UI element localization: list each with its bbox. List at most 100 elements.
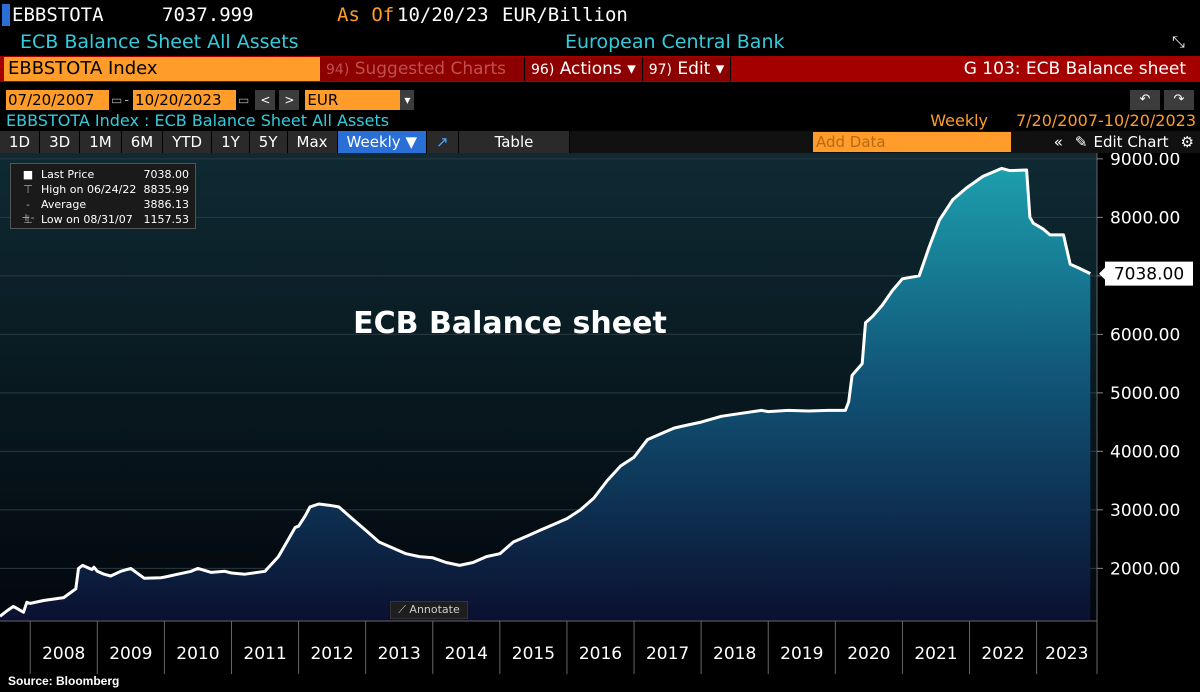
pencil-icon: ⟋ <box>398 603 406 616</box>
legend-row-average: -+- Average 3886.13 <box>21 198 190 224</box>
range-dash: - <box>124 92 130 108</box>
legend-row-low: ⊥ Low on 08/31/07 1157.53 <box>23 213 190 228</box>
edit-label: Edit ▾ <box>677 59 725 79</box>
gridlines <box>0 158 1097 569</box>
x-tick-label: 2020 <box>847 644 890 664</box>
line-chart-icon[interactable]: ↗ <box>426 131 459 153</box>
suggested-charts-menu[interactable]: 94) Suggested Charts <box>320 57 525 81</box>
undo-icon[interactable]: ↶ <box>1130 90 1160 110</box>
average-marker-icon: -+- <box>21 198 35 224</box>
series-header: EBBSTOTA Index : ECB Balance Sheet All A… <box>6 110 390 130</box>
y-tick-label: 6000.00 <box>1110 325 1180 345</box>
period-1m[interactable]: 1M <box>80 131 122 153</box>
legend-box[interactable]: ■ Last Price 7038.00 ⊤ High on 06/24/22 … <box>10 163 196 229</box>
frequency-label: Weekly <box>930 110 988 130</box>
x-tick-label: 2015 <box>512 644 555 664</box>
high-marker-icon: ⊤ <box>23 183 33 196</box>
graph-title: G 103: ECB Balance sheet <box>963 59 1186 79</box>
as-of-label: As Of <box>337 4 395 26</box>
frequency-select[interactable]: Weekly ▼ <box>337 131 427 153</box>
x-axis-ticks: 2008 2009 2010 2011 2012 2013 2014 2015 2016 2017… <box>29 621 1088 674</box>
period-toolbar: 1D 3D 1M 6M YTD 1Y 5Y Max Weekly ▼ ↗ Tab… <box>0 131 1200 153</box>
low-marker-icon: ⊥ <box>23 213 33 226</box>
series-header-row: EBBSTOTA Index : ECB Balance Sheet All A… <box>0 110 1200 130</box>
actions-num: 96) <box>531 62 555 78</box>
chart-tools: « ✎ Edit Chart ⚙ <box>1048 131 1200 153</box>
x-tick-label: 2016 <box>579 644 622 664</box>
y-tick-label: 5000.00 <box>1110 384 1180 404</box>
x-tick-label: 2011 <box>243 644 286 664</box>
period-3d[interactable]: 3D <box>40 131 81 153</box>
x-tick-label: 2010 <box>176 644 219 664</box>
date-range-row: 07/20/2007 ▭ - 10/20/2023 ▭ < > EUR ▾ ↶ … <box>0 89 1200 111</box>
suggested-charts-num: 94) <box>326 62 350 78</box>
expand-icon[interactable]: ⤡ <box>1172 32 1185 51</box>
collapse-icon[interactable]: « <box>1053 133 1063 151</box>
last-value-label: 7038.00 <box>1114 265 1184 285</box>
ticker-label: EBBSTOTA <box>12 4 104 26</box>
calendar-icon[interactable]: ▭ <box>111 93 123 107</box>
x-tick-label: 2023 <box>1045 644 1088 664</box>
legend-high-value: 8835.99 <box>143 183 190 196</box>
start-date-field[interactable]: 07/20/2007 <box>6 90 109 110</box>
square-icon: ■ <box>22 168 34 181</box>
x-tick-label: 2013 <box>378 644 421 664</box>
period-1y[interactable]: 1Y <box>212 131 250 153</box>
units-label: EUR/Billion <box>502 4 628 26</box>
chart-title: ECB Balance sheet <box>353 306 667 341</box>
security-marker <box>2 4 10 26</box>
security-header: EBBSTOTA 7037.999 As Of 10/20/23 EUR/Bil… <box>0 0 1200 30</box>
y-tick-label: 2000.00 <box>1110 559 1180 579</box>
chevron-right-icon[interactable]: > <box>279 90 300 110</box>
legend-average-label: Average <box>41 198 87 211</box>
edit-menu[interactable]: 97) Edit ▾ <box>642 57 732 81</box>
edit-num: 97) <box>648 62 673 78</box>
actions-menu[interactable]: 96) Actions ▾ <box>525 57 643 81</box>
legend-low-label: Low on 08/31/07 <box>41 213 133 226</box>
series-line <box>0 166 1091 618</box>
pencil-icon[interactable]: ✎ <box>1074 133 1088 151</box>
period-6m[interactable]: 6M <box>121 131 164 153</box>
calendar-icon[interactable]: ▭ <box>238 93 250 107</box>
period-5y[interactable]: 5Y <box>249 131 288 153</box>
last-value: 7037.999 <box>162 4 254 26</box>
annotate-button[interactable]: ⟋ Annotate <box>390 601 468 619</box>
period-1d[interactable]: 1D <box>0 131 41 153</box>
y-tick-label: 9000.00 <box>1110 153 1180 170</box>
period-ytd[interactable]: YTD <box>163 131 213 153</box>
series-area <box>0 168 1091 621</box>
security-description: ECB Balance Sheet All Assets <box>20 31 299 53</box>
y-tick-label: 4000.00 <box>1110 442 1180 462</box>
legend-average-value: 3886.13 <box>143 198 190 211</box>
x-tick-label: 2019 <box>780 644 823 664</box>
legend-last-price-label: Last Price <box>41 168 95 181</box>
legend-row-last-price: ■ Last Price 7038.00 <box>23 168 190 183</box>
legend-row-high: ⊤ High on 06/24/22 8835.99 <box>23 183 190 198</box>
x-tick-label: 2021 <box>914 644 957 664</box>
y-axis-ticks: 2000.003000.004000.005000.006000.007000.… <box>1097 153 1180 579</box>
gear-icon[interactable]: ⚙ <box>1180 133 1194 151</box>
period-max[interactable]: Max <box>287 131 338 153</box>
legend-last-price-value: 7038.00 <box>143 168 190 181</box>
add-data-input[interactable]: Add Data <box>813 132 1011 152</box>
legend-low-value: 1157.53 <box>143 213 190 226</box>
redo-icon[interactable]: ↷ <box>1164 90 1194 110</box>
menu-bar: EBBSTOTA Index 94) Suggested Charts 96) … <box>0 56 1200 82</box>
edit-chart-button[interactable]: Edit Chart <box>1093 133 1169 151</box>
range-label: 7/20/2007-10/20/2023 <box>1015 110 1196 130</box>
chevron-left-icon[interactable]: < <box>255 90 276 110</box>
x-tick-label: 2017 <box>646 644 689 664</box>
annotate-label: Annotate <box>409 603 460 616</box>
suggested-charts-label: Suggested Charts <box>354 59 507 79</box>
end-date-field[interactable]: 10/20/2023 <box>133 90 237 110</box>
currency-select[interactable]: EUR <box>305 90 401 110</box>
source-name: European Central Bank <box>565 31 785 53</box>
chevron-down-icon[interactable]: ▾ <box>400 90 415 110</box>
index-field[interactable]: EBBSTOTA Index <box>4 57 320 81</box>
table-button[interactable]: Table <box>458 131 571 153</box>
x-tick-label: 2022 <box>981 644 1024 664</box>
as-of-date: 10/20/23 <box>397 4 489 26</box>
x-tick-label: 2008 <box>42 644 85 664</box>
x-tick-label: 2018 <box>713 644 756 664</box>
actions-label: Actions ▾ <box>559 59 636 79</box>
